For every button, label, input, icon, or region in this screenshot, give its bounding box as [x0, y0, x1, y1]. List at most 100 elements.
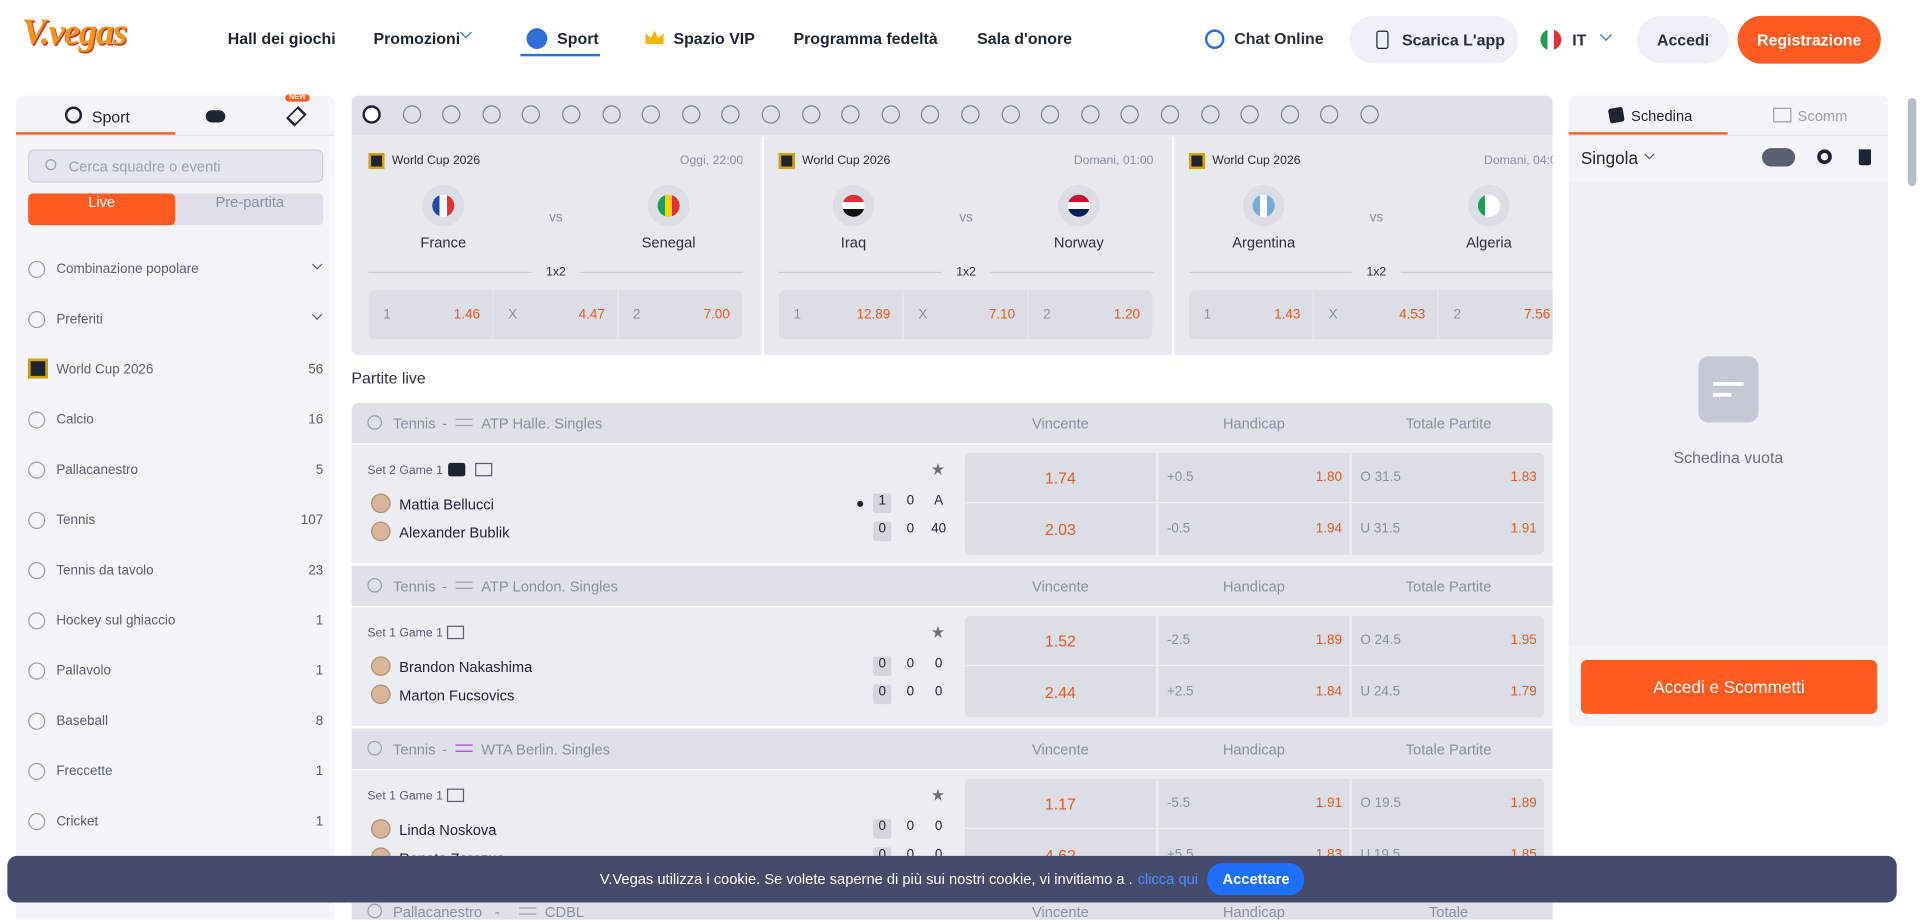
- sport-filter-icon[interactable]: [601, 105, 621, 124]
- match-row[interactable]: Set 2 Game 1 Mattia Bellucci 1 0 A Alexander …: [351, 444, 1553, 564]
- odd-button[interactable]: 2 7.00: [618, 290, 743, 340]
- favorite-star[interactable]: [931, 462, 945, 476]
- toggle-live[interactable]: Live: [28, 193, 176, 226]
- search-box[interactable]: Cerca squadre o eventi: [28, 149, 324, 183]
- odd-button[interactable]: 2 1.20: [1028, 290, 1153, 340]
- odd-button[interactable]: -2.5 1.89: [1158, 616, 1350, 667]
- sport-filter-icon[interactable]: [681, 105, 701, 124]
- sport-filter-icon[interactable]: [761, 105, 781, 124]
- sport-filter-icon[interactable]: [1240, 105, 1260, 124]
- mode-select[interactable]: Singola: [1580, 148, 1639, 168]
- sport-item[interactable]: Cricket 1: [16, 807, 334, 836]
- odd-button[interactable]: O 31.5 1.83: [1351, 453, 1545, 504]
- sport-filter-icon[interactable]: [881, 105, 900, 124]
- nav-item[interactable]: Sala d'onore: [977, 29, 1073, 48]
- sport-filter-icon[interactable]: [1001, 105, 1020, 124]
- app-button[interactable]: Scarica L'app: [1349, 15, 1519, 64]
- odd-value: 12.89: [856, 307, 891, 323]
- sport-item[interactable]: Tennis 107: [16, 506, 334, 535]
- sport-filter-icon[interactable]: [562, 105, 581, 124]
- delete-icon[interactable]: [1858, 149, 1872, 166]
- sport-item[interactable]: Baseball 8: [16, 707, 334, 736]
- sport-item[interactable]: Pallacanestro 5: [16, 456, 334, 485]
- sport-filter-icon[interactable]: [482, 105, 501, 124]
- sport-item[interactable]: Calcio 16: [16, 405, 334, 434]
- sport-item[interactable]: World Cup 2026 56: [16, 355, 334, 384]
- games-tab-icon[interactable]: [205, 110, 226, 123]
- match-card[interactable]: World Cup 2026 Oggi, 22:00 France Senegal vs…: [368, 137, 744, 355]
- favorite-star[interactable]: [931, 788, 945, 801]
- sport-filter-icon[interactable]: [841, 105, 860, 124]
- nav-item[interactable]: Hall dei giochi: [227, 29, 336, 48]
- settings-icon[interactable]: [1817, 149, 1832, 165]
- odd-button[interactable]: 1 12.89: [778, 290, 903, 340]
- odd-button[interactable]: O 19.5 1.89: [1351, 779, 1545, 829]
- sport-filter-icon[interactable]: [921, 105, 940, 124]
- sport-filter-icon[interactable]: [1320, 105, 1339, 124]
- sport-filter-icon[interactable]: [1160, 105, 1180, 124]
- odd-button[interactable]: U 31.5 1.91: [1352, 504, 1544, 554]
- odd-button[interactable]: 2 7.56: [1438, 290, 1553, 340]
- sport-filter-icon[interactable]: [522, 105, 541, 124]
- bets-tab[interactable]: Scomm: [1797, 107, 1848, 125]
- sport-item[interactable]: Combinazione popolare: [16, 255, 334, 284]
- logo[interactable]: V.vegas: [22, 12, 127, 53]
- search-icon: [45, 159, 57, 171]
- sport-filter-icon[interactable]: [641, 105, 661, 124]
- slip-tab[interactable]: Schedina: [1631, 107, 1693, 125]
- odd-button[interactable]: X 7.10: [903, 290, 1028, 340]
- nav-item[interactable]: Sport: [557, 29, 599, 48]
- odd-button[interactable]: -5.5 1.91: [1158, 779, 1350, 829]
- odd-button[interactable]: -0.5 1.94: [1158, 504, 1349, 554]
- odd-button[interactable]: 1.17: [964, 779, 1156, 829]
- sport-item[interactable]: Hockey sul ghiaccio 1: [16, 606, 334, 635]
- sport-item[interactable]: Pallavolo 1: [16, 656, 334, 685]
- sport-filter-icon[interactable]: [961, 105, 980, 124]
- sport-filter-icon[interactable]: [1280, 105, 1299, 124]
- odd-button[interactable]: 1.52: [964, 616, 1156, 667]
- odd-button[interactable]: +0.5 1.80: [1158, 453, 1350, 504]
- toggle-prematch[interactable]: Pre-partita: [215, 193, 285, 211]
- odd-button[interactable]: 2.44: [965, 667, 1156, 717]
- login-bet-button[interactable]: Accedi e Scommetti: [1580, 660, 1878, 714]
- odd-button[interactable]: 1 1.43: [1188, 290, 1313, 340]
- cookie-link[interactable]: clicca qui: [1137, 870, 1199, 888]
- nav-item[interactable]: Spazio VIP: [673, 29, 755, 48]
- odd-button[interactable]: +2.5 1.84: [1158, 667, 1349, 717]
- sport-filter-icon[interactable]: [1041, 105, 1060, 124]
- lang[interactable]: IT: [1572, 30, 1587, 49]
- register-label: Registrazione: [1756, 30, 1862, 49]
- sport-item[interactable]: Preferiti: [16, 305, 334, 334]
- sport-filter-icon[interactable]: [362, 105, 381, 124]
- sport-filter-icon[interactable]: [1200, 105, 1220, 124]
- nav-item[interactable]: Promozioni: [373, 29, 461, 48]
- sport-filter-icon[interactable]: [1360, 105, 1379, 124]
- layers-tab-icon[interactable]: [286, 106, 307, 127]
- quick-bet-toggle[interactable]: [1762, 148, 1796, 167]
- sport-tab[interactable]: Sport: [91, 107, 130, 127]
- favorite-star[interactable]: [931, 625, 945, 638]
- sport-filter-icon[interactable]: [721, 105, 741, 124]
- sport-item[interactable]: Tennis da tavolo 23: [16, 556, 334, 585]
- odd-button[interactable]: X 4.53: [1313, 290, 1438, 340]
- match-card[interactable]: World Cup 2026 Domani, 01:00 Iraq Norway vs 1…: [778, 137, 1154, 355]
- match-card[interactable]: World Cup 2026 Domani, 04:00 Argentina Alge…: [1188, 137, 1553, 355]
- sport-filter-icon[interactable]: [1120, 105, 1140, 124]
- sport-filter-icon[interactable]: [442, 105, 461, 124]
- cookie-accept[interactable]: Accettare: [1207, 863, 1305, 896]
- odd-button[interactable]: U 24.5 1.79: [1352, 667, 1544, 717]
- nav-item[interactable]: Programma fedeltà: [793, 29, 938, 48]
- odd-button[interactable]: O 24.5 1.95: [1351, 616, 1545, 667]
- login-button[interactable]: Accedi: [1637, 15, 1729, 64]
- sport-item[interactable]: Freccette 1: [16, 757, 334, 786]
- odd-button[interactable]: X 4.47: [493, 290, 618, 340]
- odd-button[interactable]: 1.74: [964, 453, 1156, 504]
- odd-button[interactable]: 1 1.46: [368, 290, 493, 340]
- chat-link[interactable]: Chat Online: [1234, 29, 1324, 48]
- odd-button[interactable]: 2.03: [965, 504, 1156, 554]
- match-row[interactable]: Set 1 Game 1 Brandon Nakashima 0 0 0 Marton F…: [351, 607, 1553, 727]
- register-button[interactable]: Registrazione: [1737, 15, 1881, 64]
- sport-filter-icon[interactable]: [801, 105, 820, 124]
- sport-filter-icon[interactable]: [1080, 105, 1100, 124]
- sport-filter-icon[interactable]: [402, 105, 421, 124]
